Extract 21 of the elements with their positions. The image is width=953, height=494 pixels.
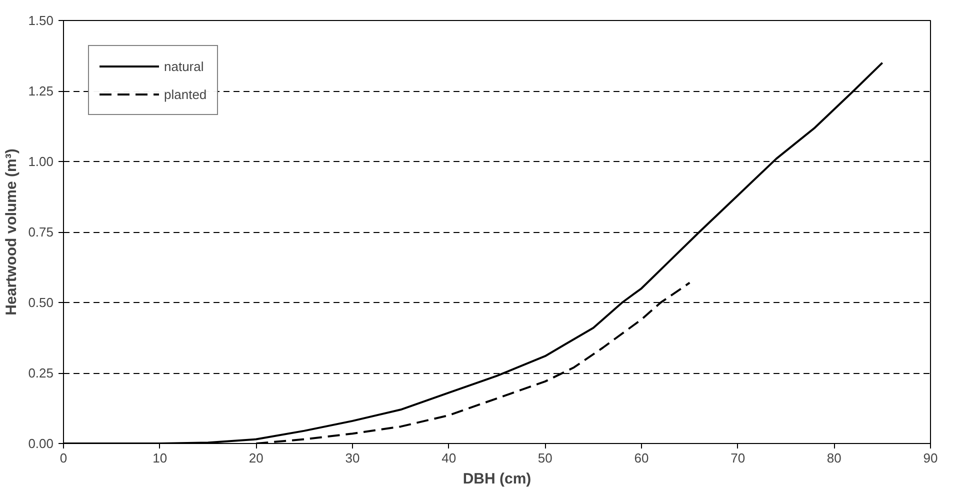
x-tick-label: 10 — [152, 450, 168, 466]
x-tick-label: 80 — [826, 450, 842, 466]
y-tick-label: 0.00 — [28, 436, 54, 451]
y-tick-label: 0.75 — [28, 224, 54, 240]
x-tick-label: 50 — [538, 450, 552, 466]
legend-label: natural — [164, 58, 204, 74]
x-tick-label: 20 — [248, 450, 264, 466]
y-axis-title: Heartwood volume (m³) — [3, 148, 20, 316]
y-tick-label: 1.50 — [28, 13, 54, 28]
y-tick-label: 0.25 — [28, 366, 54, 380]
x-tick-label: 70 — [730, 450, 746, 466]
x-tick-label: 0 — [60, 450, 68, 466]
x-tick-label: 30 — [345, 450, 360, 466]
x-axis-title: DBH (cm) — [462, 470, 532, 488]
x-tick-label: 90 — [923, 450, 938, 466]
y-tick-label: 1.25 — [28, 84, 54, 98]
y-tick-label: 0.50 — [28, 295, 54, 310]
x-tick-label: 40 — [442, 450, 456, 466]
legend-label: planted — [164, 86, 207, 102]
y-tick-label: 1.00 — [28, 154, 54, 169]
x-tick-label: 60 — [634, 450, 649, 466]
